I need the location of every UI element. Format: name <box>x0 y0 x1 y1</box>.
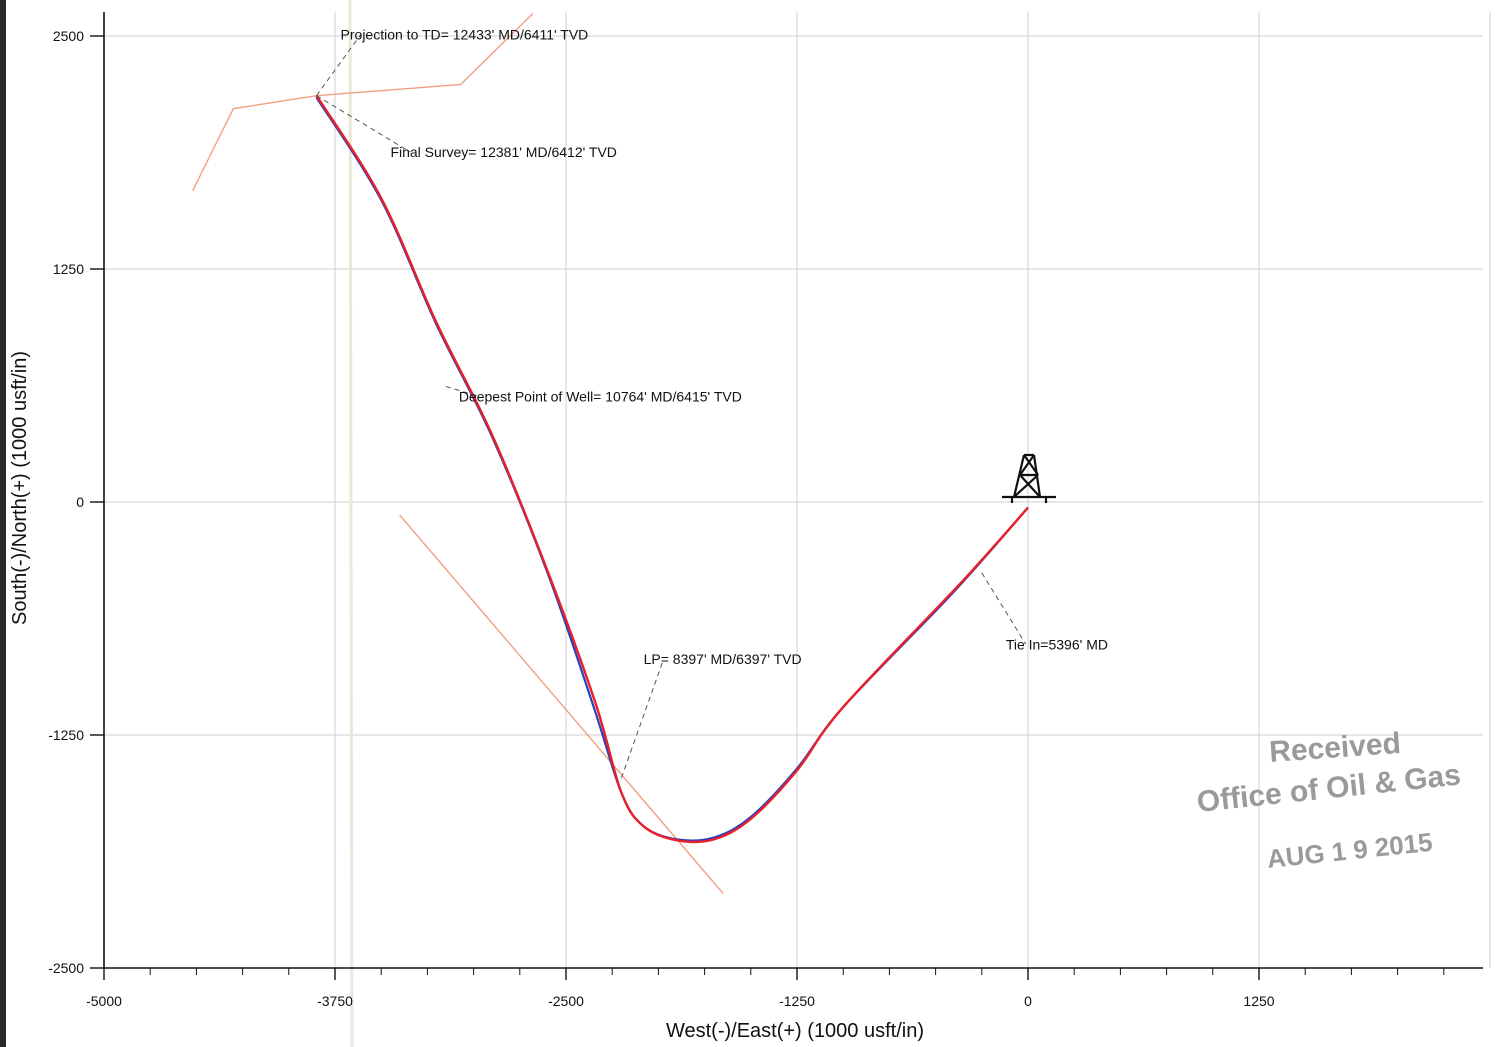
y-tick-label: 2500 <box>53 28 84 44</box>
annotation-leaders <box>316 34 1027 779</box>
x-tick-label: -2500 <box>548 993 584 1009</box>
y-tick-label: 1250 <box>53 261 84 277</box>
x-tick-label: -3750 <box>317 993 353 1009</box>
annotation-leader <box>620 659 665 779</box>
annotation-leader <box>445 385 479 397</box>
x-tick-label: -1250 <box>779 993 815 1009</box>
ticks: -5000 -3750 -2500 -1250 0 1250 2500 1250 0 -1250 -… <box>48 28 1445 1009</box>
annotations: Projection to TD= 12433' MD/6411' TVD Fin… <box>341 27 1108 667</box>
x-tick-label: -5000 <box>86 993 122 1009</box>
scan-edge <box>0 0 6 1047</box>
drilling-rig-icon <box>1002 453 1056 503</box>
annotation-label: LP= 8397' MD/6397' TVD <box>644 651 802 667</box>
annotation-leader <box>981 572 1027 645</box>
annotation-leader <box>316 95 411 153</box>
y-tick-label: 0 <box>76 494 84 510</box>
x-tick-label: 0 <box>1024 993 1032 1009</box>
annotation-label: Final Survey= 12381' MD/6412' TVD <box>390 144 616 160</box>
y-tick-label: -1250 <box>48 727 84 743</box>
actual-wellpath-line <box>315 95 1029 844</box>
axes <box>103 12 1483 969</box>
y-axis-title: South(-)/North(+) (1000 usft/in) <box>9 351 31 625</box>
series-group <box>315 95 1029 844</box>
y-tick-label: -2500 <box>48 960 84 976</box>
x-axis-title: West(-)/East(+) (1000 usft/in) <box>666 1020 924 1042</box>
annotation-label: Deepest Point of Well= 10764' MD/6415' T… <box>459 388 742 404</box>
annotation-label: Projection to TD= 12433' MD/6411' TVD <box>341 27 589 43</box>
annotation-label: Tie In=5396' MD <box>1006 636 1108 652</box>
hardline-limit <box>399 514 724 894</box>
scan-fold-line <box>348 0 354 1047</box>
x-tick-label: 1250 <box>1243 993 1274 1009</box>
annotation-leader <box>316 34 361 96</box>
